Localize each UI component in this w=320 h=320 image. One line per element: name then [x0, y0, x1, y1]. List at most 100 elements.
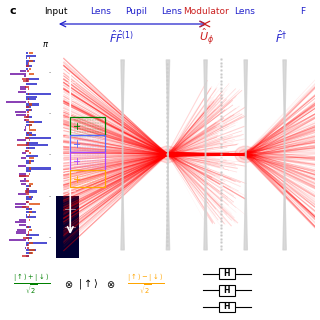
Bar: [27, 55, 36, 57]
Bar: [28, 147, 29, 149]
Bar: [15, 206, 27, 208]
Bar: [17, 229, 27, 231]
Bar: [25, 85, 29, 88]
Bar: [25, 119, 29, 121]
Bar: [27, 83, 36, 85]
Bar: [29, 252, 33, 254]
Bar: [25, 190, 29, 193]
Bar: [27, 198, 32, 200]
Bar: [20, 180, 27, 182]
Bar: [9, 239, 27, 241]
Bar: [29, 208, 30, 211]
Bar: [25, 137, 29, 139]
Bar: [17, 144, 29, 147]
Bar: [27, 188, 29, 190]
Bar: [27, 211, 36, 213]
Bar: [28, 101, 29, 103]
Bar: [23, 80, 29, 83]
Bar: [29, 124, 32, 126]
Text: H: H: [224, 286, 230, 295]
Bar: [27, 252, 32, 254]
Bar: [27, 142, 29, 144]
Text: $\frac{|{\uparrow}\rangle+|{\downarrow}\rangle}{\sqrt{2}}$: $\frac{|{\uparrow}\rangle+|{\downarrow}\…: [13, 273, 51, 296]
Bar: [27, 201, 28, 203]
Bar: [27, 144, 48, 147]
Bar: [24, 119, 27, 121]
Bar: [24, 75, 27, 77]
Bar: [15, 111, 27, 113]
Bar: [27, 96, 37, 98]
Bar: [219, 268, 235, 279]
Bar: [24, 129, 27, 131]
Bar: [19, 175, 29, 177]
Bar: [22, 78, 29, 80]
Bar: [56, 196, 79, 258]
Circle shape: [243, 152, 248, 156]
Bar: [19, 175, 27, 177]
Bar: [27, 236, 32, 239]
Bar: [27, 147, 35, 149]
Bar: [27, 78, 39, 80]
Bar: [18, 165, 27, 167]
Bar: [29, 103, 32, 106]
Bar: [27, 70, 29, 72]
Bar: [15, 221, 27, 223]
Bar: [29, 73, 34, 75]
Bar: [27, 242, 47, 244]
Bar: [25, 247, 27, 249]
Bar: [27, 234, 29, 236]
Bar: [70, 117, 105, 135]
Bar: [27, 185, 30, 188]
Bar: [16, 114, 27, 116]
Bar: [22, 152, 27, 154]
Text: c: c: [10, 6, 16, 16]
Bar: [29, 52, 33, 54]
Bar: [27, 114, 29, 116]
Bar: [29, 219, 30, 221]
Bar: [25, 126, 27, 129]
Text: Input: Input: [44, 7, 68, 16]
Bar: [27, 132, 29, 134]
Bar: [26, 65, 29, 67]
Text: H: H: [224, 269, 230, 278]
Text: $\hat{U}_{\phi}$: $\hat{U}_{\phi}$: [199, 27, 214, 47]
Bar: [27, 80, 28, 83]
Bar: [70, 170, 105, 188]
Bar: [21, 157, 27, 159]
Bar: [27, 52, 28, 54]
Text: $|{\uparrow}\rangle$: $|{\uparrow}\rangle$: [78, 277, 98, 292]
Bar: [28, 98, 29, 100]
Bar: [24, 116, 29, 118]
Bar: [10, 73, 27, 75]
Bar: [29, 203, 40, 205]
Bar: [29, 129, 36, 131]
Bar: [27, 216, 36, 218]
Bar: [27, 160, 34, 162]
Bar: [26, 193, 29, 195]
Bar: [29, 121, 35, 124]
Bar: [29, 68, 31, 70]
Bar: [27, 124, 32, 126]
Bar: [219, 302, 235, 312]
Bar: [29, 126, 30, 129]
Bar: [24, 178, 27, 180]
Bar: [27, 62, 28, 65]
Bar: [27, 254, 29, 257]
Bar: [219, 285, 235, 296]
Text: $\otimes$: $\otimes$: [106, 279, 115, 290]
Bar: [27, 93, 51, 95]
Bar: [18, 193, 27, 195]
Bar: [20, 85, 27, 88]
Bar: [28, 239, 29, 241]
Bar: [26, 201, 29, 203]
Text: Modulator: Modulator: [184, 7, 229, 16]
Bar: [26, 106, 29, 108]
Bar: [29, 242, 33, 244]
Bar: [27, 234, 39, 236]
Bar: [27, 116, 32, 118]
Bar: [29, 139, 30, 141]
Bar: [29, 157, 34, 159]
Bar: [29, 60, 33, 62]
Bar: [27, 60, 36, 62]
Bar: [27, 244, 29, 246]
